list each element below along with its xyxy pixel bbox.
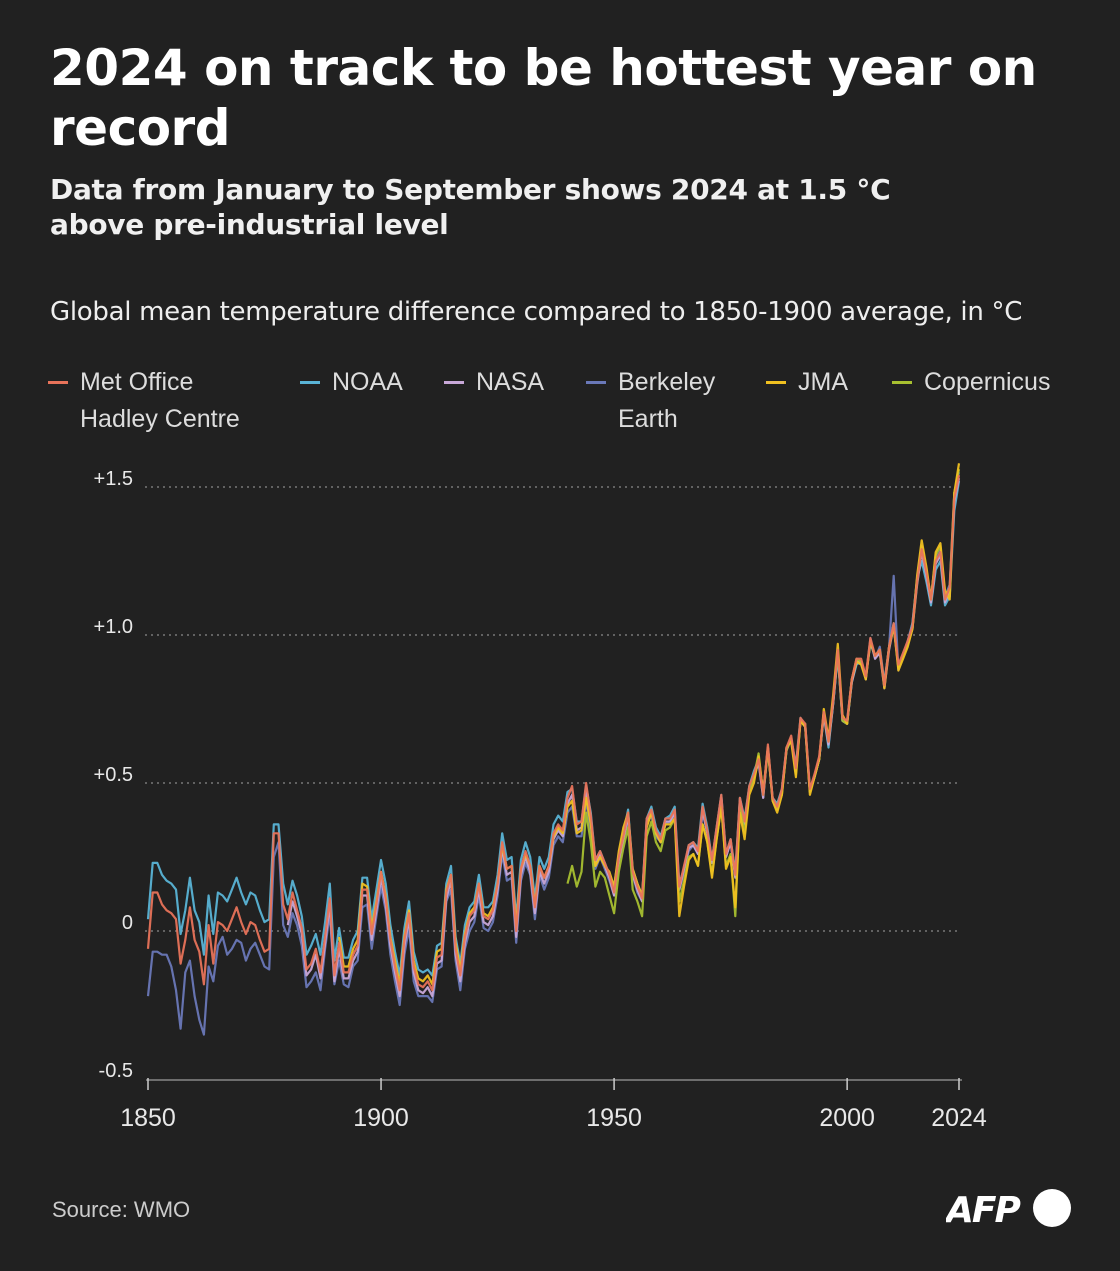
x-tick-label: 1950 bbox=[586, 1104, 642, 1132]
x-tick-label: 1900 bbox=[353, 1104, 409, 1132]
series-line-jma bbox=[338, 463, 961, 986]
legend-label: Berkeley Earth bbox=[618, 368, 716, 433]
legend-label: NOAA bbox=[332, 368, 403, 396]
legend-item-jma: JMA bbox=[766, 364, 848, 401]
legend-swatch bbox=[444, 381, 464, 384]
x-tick-label: 2000 bbox=[819, 1104, 875, 1132]
series-line-noaa bbox=[146, 480, 961, 977]
legend-swatch bbox=[48, 381, 68, 384]
afp-logo: AFP bbox=[946, 1186, 1076, 1230]
y-axis-description: Global mean temperature difference compa… bbox=[50, 297, 1023, 327]
legend-item-berkeley-earth: Berkeley Earth bbox=[586, 364, 715, 438]
y-tick-label: 0 bbox=[122, 912, 133, 934]
legend-swatch bbox=[300, 381, 320, 384]
legend-swatch bbox=[766, 381, 786, 384]
series-line-met-office bbox=[146, 474, 961, 992]
source-note: Source: WMO bbox=[52, 1197, 191, 1222]
x-tick-label: 2024 bbox=[931, 1104, 987, 1132]
legend-item-noaa: NOAA bbox=[300, 364, 403, 401]
legend-label: NASA bbox=[476, 368, 545, 396]
legend: Met Office Hadley Centre NOAA NASA Berke… bbox=[48, 364, 1108, 444]
legend-label: Copernicus bbox=[924, 368, 1051, 396]
series-line-berkeley bbox=[146, 471, 961, 1036]
legend-item-copernicus: Copernicus bbox=[892, 364, 1050, 401]
y-tick-label: +0.5 bbox=[94, 764, 133, 786]
legend-label: JMA bbox=[798, 368, 848, 396]
x-tick-label: 1850 bbox=[120, 1104, 176, 1132]
y-tick-label: +1.0 bbox=[94, 616, 133, 638]
legend-label: Met Office Hadley Centre bbox=[80, 368, 240, 433]
legend-swatch bbox=[586, 381, 606, 384]
svg-text:AFP: AFP bbox=[946, 1190, 1020, 1230]
chart-subtitle: Data from January to September shows 202… bbox=[50, 173, 891, 241]
series-line-copernicus bbox=[566, 468, 961, 918]
y-tick-label: -0.5 bbox=[99, 1060, 133, 1082]
y-tick-label: +1.5 bbox=[94, 468, 133, 490]
legend-item-met-office: Met Office Hadley Centre bbox=[48, 364, 240, 438]
chart-title: 2024 on track to be hottest year on reco… bbox=[50, 39, 1037, 157]
legend-item-nasa: NASA bbox=[444, 364, 544, 401]
legend-swatch bbox=[892, 381, 912, 384]
